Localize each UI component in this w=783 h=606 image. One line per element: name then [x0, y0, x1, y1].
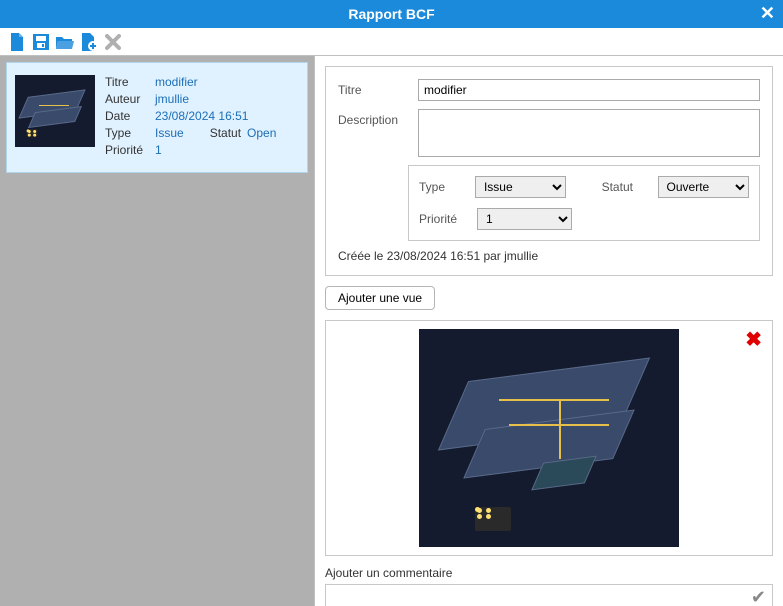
comment-header: Ajouter un commentaire — [325, 566, 773, 580]
card-info: Titremodifier Auteurjmullie Date23/08/20… — [105, 75, 276, 160]
viewpoint-panel: ✖ — [325, 320, 773, 556]
priorite-select[interactable]: 1 — [477, 208, 572, 230]
card-priorite-label: Priorité — [105, 143, 155, 157]
created-text: Créée le 23/08/2024 16:51 par jmullie — [338, 249, 760, 263]
card-priorite-value: 1 — [155, 143, 162, 157]
viewpoint-image[interactable] — [419, 329, 679, 547]
right-panel: Titre Description Type Issue Statut Ouve… — [315, 56, 783, 606]
toolbar — [0, 28, 783, 56]
priorite-label: Priorité — [419, 212, 469, 226]
card-date-value: 23/08/2024 16:51 — [155, 109, 248, 123]
card-type-value: Issue — [155, 126, 184, 140]
comment-box[interactable]: ✔ — [325, 584, 773, 606]
card-statut-label: Statut — [210, 126, 241, 140]
add-view-button[interactable]: Ajouter une vue — [325, 286, 435, 310]
window-title: Rapport BCF — [348, 6, 434, 22]
new-file-icon[interactable] — [8, 33, 26, 51]
card-date-label: Date — [105, 109, 155, 123]
add-file-icon[interactable] — [80, 33, 98, 51]
card-type-label: Type — [105, 126, 155, 140]
statut-select[interactable]: Ouverte — [658, 176, 749, 198]
statut-label: Statut — [602, 180, 650, 194]
meta-subpanel: Type Issue Statut Ouverte Priorité 1 — [408, 165, 760, 241]
thumbnail — [15, 75, 95, 147]
delete-disabled-icon — [104, 33, 122, 51]
card-statut-value: Open — [247, 126, 276, 140]
save-icon[interactable] — [32, 33, 50, 51]
type-select[interactable]: Issue — [475, 176, 566, 198]
delete-view-icon[interactable]: ✖ — [745, 327, 762, 352]
card-titre-value: modifier — [155, 75, 198, 89]
description-label: Description — [338, 109, 418, 127]
submit-comment-icon[interactable]: ✔ — [751, 587, 766, 606]
type-label: Type — [419, 180, 467, 194]
titre-label: Titre — [338, 79, 418, 97]
close-icon[interactable]: ✕ — [760, 4, 775, 22]
left-panel: Titremodifier Auteurjmullie Date23/08/20… — [0, 56, 315, 606]
titre-input[interactable] — [418, 79, 760, 101]
description-input[interactable] — [418, 109, 760, 157]
issue-card[interactable]: Titremodifier Auteurjmullie Date23/08/20… — [6, 62, 308, 173]
card-auteur-label: Auteur — [105, 92, 155, 106]
card-titre-label: Titre — [105, 75, 155, 89]
card-auteur-value: jmullie — [155, 92, 189, 106]
titlebar: Rapport BCF ✕ — [0, 0, 783, 28]
open-folder-icon[interactable] — [56, 33, 74, 51]
main-area: Titremodifier Auteurjmullie Date23/08/20… — [0, 56, 783, 606]
form-panel: Titre Description Type Issue Statut Ouve… — [325, 66, 773, 276]
